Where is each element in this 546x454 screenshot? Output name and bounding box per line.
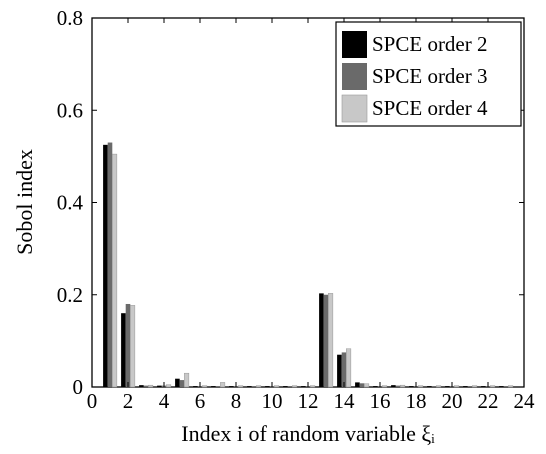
- bar-series3-i14: [346, 348, 352, 388]
- bars-group: [103, 142, 514, 388]
- bar-series1-i18: [409, 386, 414, 387]
- bar-series3-i20: [454, 385, 460, 388]
- bar-series3-i9: [256, 385, 262, 388]
- bar-series3-i3: [148, 384, 154, 388]
- x-tick-label-4: 4: [159, 389, 170, 413]
- bar-series3-i1: [112, 153, 118, 388]
- bar-series1-i19: [427, 386, 432, 387]
- bar-series3-i18: [418, 385, 424, 388]
- bar-series2-i15: [359, 383, 365, 387]
- bar-series1-i16: [373, 386, 378, 387]
- legend: SPCE order 2 SPCE order 3 SPCE order 4: [335, 21, 522, 127]
- bar-series3-i7: [220, 382, 226, 388]
- x-tick-label-12: 12: [298, 389, 319, 413]
- legend-swatch-order-2: [342, 31, 367, 58]
- x-tick-label-18: 18: [406, 389, 427, 413]
- x-tick-label-20: 20: [442, 389, 463, 413]
- bar-series2-i17: [395, 385, 401, 387]
- bar-series1-i20: [445, 386, 450, 387]
- bar-series2-i3: [143, 385, 149, 387]
- bar-series3-i19: [436, 385, 442, 388]
- bar-series1-i17: [391, 385, 396, 387]
- bar-series2-i23: [503, 386, 509, 387]
- bar-series2-i1: [107, 142, 113, 387]
- bar-series1-i1: [103, 144, 108, 387]
- x-tick-label-24: 24: [514, 389, 536, 413]
- bar-series2-i19: [431, 386, 437, 387]
- bar-series1-i23: [499, 386, 504, 387]
- legend-label-order-4: SPCE order 4: [372, 96, 488, 120]
- bar-series1-i4: [157, 385, 162, 387]
- bar-series3-i22: [490, 385, 496, 388]
- x-tick-label-14: 14: [334, 389, 356, 413]
- bar-series1-i15: [355, 382, 360, 387]
- y-axis-title: Sobol index: [12, 149, 37, 255]
- bar-series1-i10: [265, 386, 270, 387]
- bar-series2-i13: [323, 294, 329, 387]
- bar-series1-i13: [319, 293, 324, 387]
- bar-series1-i12: [301, 386, 306, 387]
- x-tick-label-8: 8: [231, 389, 242, 413]
- bar-series3-i23: [508, 385, 514, 388]
- bar-series3-i2: [130, 305, 136, 388]
- bar-series3-i5: [184, 372, 190, 388]
- bar-series1-i7: [211, 386, 216, 387]
- bar-series3-i11: [292, 385, 298, 388]
- bar-series3-i12: [310, 385, 316, 388]
- bar-series3-i17: [400, 384, 406, 388]
- bar-series2-i7: [215, 386, 221, 387]
- x-tick-label-22: 22: [478, 389, 499, 413]
- x-tick-label-6: 6: [195, 389, 206, 413]
- bar-series1-i3: [139, 385, 144, 387]
- bar-series3-i21: [472, 385, 478, 388]
- x-tick-label-10: 10: [262, 389, 283, 413]
- legend-label-order-3: SPCE order 3: [372, 64, 488, 88]
- bar-series3-i4: [166, 384, 172, 388]
- bar-series1-i22: [481, 386, 486, 387]
- bar-series1-i2: [121, 313, 126, 387]
- bar-series2-i21: [467, 386, 473, 387]
- bar-series1-i21: [463, 386, 468, 387]
- bar-series1-i5: [175, 378, 180, 387]
- x-tick-label-2: 2: [123, 389, 134, 413]
- legend-swatch-order-4: [341, 94, 368, 123]
- x-tick-label-16: 16: [370, 389, 391, 413]
- bar-series2-i2: [125, 303, 131, 387]
- bar-series2-i14: [341, 352, 347, 387]
- y-tick-label-0.6: 0.6: [57, 98, 83, 122]
- y-tick-label-0: 0: [73, 375, 84, 399]
- x-axis-title: Index i of random variable ξᵢ: [181, 421, 435, 446]
- bar-series2-i11: [287, 386, 293, 387]
- bar-series3-i15: [364, 383, 370, 388]
- legend-swatch-order-3: [342, 63, 367, 90]
- bar-series3-i6: [202, 385, 208, 388]
- bar-series1-i8: [229, 386, 234, 387]
- bar-series1-i11: [283, 386, 288, 387]
- bar-series3-i16: [382, 385, 388, 388]
- y-tick-label-0.4: 0.4: [57, 191, 84, 215]
- bar-series3-i10: [274, 385, 280, 388]
- x-tick-label-0: 0: [87, 389, 98, 413]
- y-tick-label-0.2: 0.2: [57, 283, 83, 307]
- bar-series3-i13: [328, 293, 334, 388]
- bar-series2-i9: [251, 386, 257, 387]
- bar-series1-i6: [193, 386, 198, 387]
- y-tick-label-0.8: 0.8: [57, 6, 83, 30]
- bar-series1-i9: [247, 386, 252, 387]
- bar-series1-i14: [337, 354, 342, 387]
- bar-series3-i8: [238, 385, 244, 388]
- bar-series2-i5: [179, 380, 185, 387]
- legend-label-order-2: SPCE order 2: [372, 32, 488, 56]
